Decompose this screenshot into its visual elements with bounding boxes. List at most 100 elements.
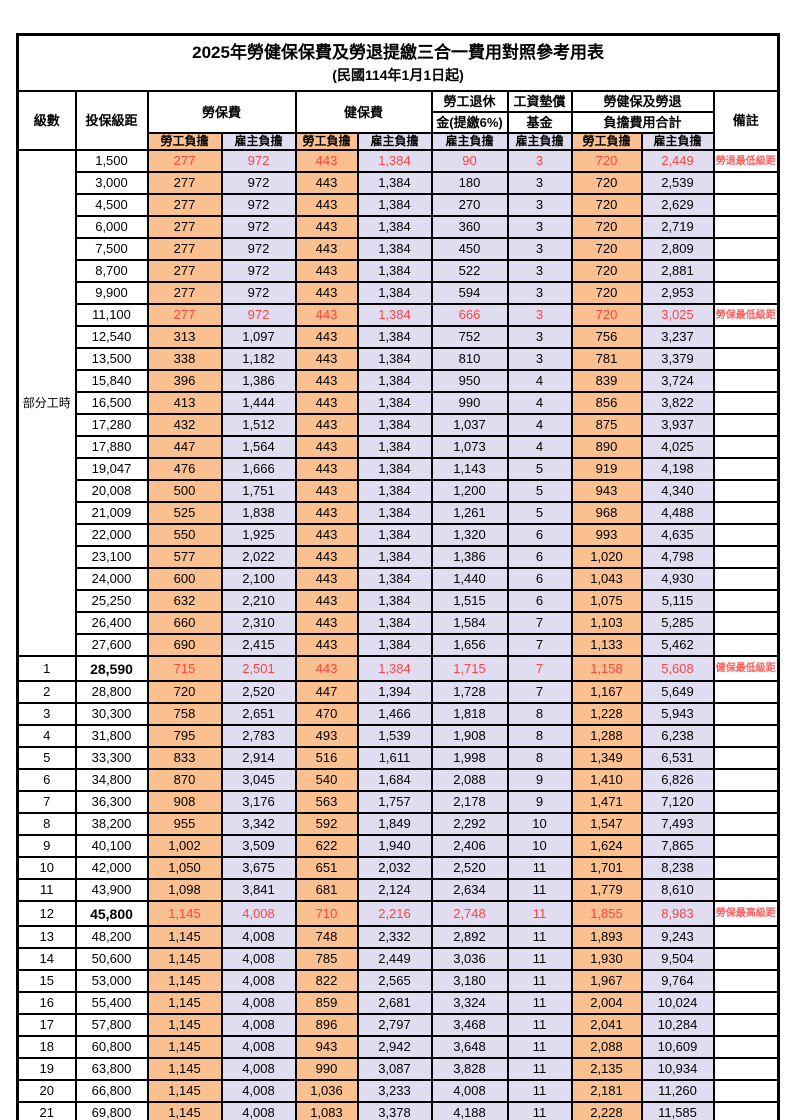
level-cell: 16 <box>16 991 77 1015</box>
table-row: 14 50,600 1,145 4,008 785 2,449 3,036 11 1,930 9,… <box>16 947 780 971</box>
value-cell: 1,288 <box>570 724 643 748</box>
value-cell: 1,701 <box>570 856 643 880</box>
bracket-cell: 26,400 <box>74 611 149 635</box>
value-cell: 577 <box>146 545 223 569</box>
table-row: 20,008 500 1,751 443 1,384 1,200 5 943 4,340 <box>18 479 780 503</box>
value-cell: 443 <box>294 259 359 283</box>
note-cell <box>712 237 780 261</box>
value-cell: 5 <box>506 501 573 525</box>
table-row: 17 57,800 1,145 4,008 896 2,797 3,468 11 2,041 10… <box>16 1013 780 1037</box>
bracket-cell: 34,800 <box>74 768 149 792</box>
value-cell: 1,656 <box>430 633 509 657</box>
value-cell: 1,037 <box>430 413 509 437</box>
value-cell: 1,728 <box>430 680 509 704</box>
value-cell: 3,468 <box>430 1013 509 1037</box>
value-cell: 270 <box>430 193 509 217</box>
value-cell: 1,384 <box>356 611 433 635</box>
col-header-total-line1: 勞健保及勞退 <box>570 90 715 113</box>
value-cell: 1,384 <box>356 633 433 657</box>
value-cell: 3 <box>506 193 573 217</box>
note-cell <box>712 1035 780 1059</box>
value-cell: 2,406 <box>430 834 509 858</box>
value-cell: 277 <box>146 259 223 283</box>
value-cell: 3 <box>506 259 573 283</box>
value-cell: 592 <box>294 812 359 836</box>
table-row: 9 40,100 1,002 3,509 622 1,940 2,406 10 1,624 7,8… <box>16 834 780 858</box>
value-cell: 1,145 <box>146 900 223 927</box>
value-cell: 277 <box>146 171 223 195</box>
value-cell: 4,008 <box>220 1057 297 1081</box>
value-cell: 710 <box>294 900 359 927</box>
note-cell <box>712 391 780 415</box>
value-cell: 338 <box>146 347 223 371</box>
value-cell: 2,942 <box>356 1035 433 1059</box>
value-cell: 990 <box>430 391 509 415</box>
value-cell: 3,237 <box>640 325 715 349</box>
value-cell: 1,384 <box>356 215 433 239</box>
bracket-cell: 69,800 <box>74 1101 149 1120</box>
col-header-pension-line1: 勞工退休 <box>430 90 509 113</box>
value-cell: 2,041 <box>570 1013 643 1037</box>
bracket-cell: 12,540 <box>74 325 149 349</box>
value-cell: 360 <box>430 215 509 239</box>
value-cell: 720 <box>570 259 643 283</box>
value-cell: 443 <box>294 413 359 437</box>
value-cell: 500 <box>146 479 223 503</box>
value-cell: 2,565 <box>356 969 433 993</box>
page-title: 2025年勞健保保費及勞退提繳三合一費用對照參考用表 <box>192 42 604 62</box>
bracket-cell: 57,800 <box>74 1013 149 1037</box>
value-cell: 443 <box>294 303 359 327</box>
value-cell: 1,097 <box>220 325 297 349</box>
value-cell: 943 <box>570 479 643 503</box>
value-cell: 1,779 <box>570 878 643 902</box>
note-cell <box>712 611 780 635</box>
level-cell: 12 <box>16 900 77 927</box>
value-cell: 11 <box>506 856 573 880</box>
value-cell: 4,008 <box>220 1079 297 1103</box>
bracket-cell: 20,008 <box>74 479 149 503</box>
value-cell: 2,501 <box>220 655 297 682</box>
value-cell: 1,145 <box>146 1057 223 1081</box>
value-cell: 2,629 <box>640 193 715 217</box>
table-row: 7 36,300 908 3,176 563 1,757 2,178 9 1,471 7,120 <box>16 790 780 814</box>
value-cell: 3,087 <box>356 1057 433 1081</box>
bracket-cell: 4,500 <box>74 193 149 217</box>
value-cell: 896 <box>294 1013 359 1037</box>
value-cell: 1,386 <box>220 369 297 393</box>
bracket-cell: 63,800 <box>74 1057 149 1081</box>
value-cell: 8,238 <box>640 856 715 880</box>
value-cell: 1,838 <box>220 501 297 525</box>
value-cell: 2,719 <box>640 215 715 239</box>
value-cell: 443 <box>294 171 359 195</box>
subheader-health-employer: 雇主負擔 <box>356 132 433 151</box>
value-cell: 3,045 <box>220 768 297 792</box>
table-row: 27,600 690 2,415 443 1,384 1,656 7 1,133 5,462 <box>18 633 780 657</box>
value-cell: 2,292 <box>430 812 509 836</box>
col-header-wage-fund-line2: 基金 <box>506 111 573 134</box>
value-cell: 8 <box>506 724 573 748</box>
value-cell: 2,634 <box>430 878 509 902</box>
value-cell: 443 <box>294 325 359 349</box>
value-cell: 2,088 <box>570 1035 643 1059</box>
value-cell: 1,384 <box>356 567 433 591</box>
value-cell: 1,036 <box>294 1079 359 1103</box>
value-cell: 443 <box>294 545 359 569</box>
value-cell: 3,025 <box>640 303 715 327</box>
value-cell: 1,624 <box>570 834 643 858</box>
note-cell <box>712 347 780 371</box>
note-cell <box>712 633 780 657</box>
table-row: 8,700 277 972 443 1,384 522 3 720 2,881 <box>18 259 780 283</box>
value-cell: 516 <box>294 746 359 770</box>
value-cell: 1,611 <box>356 746 433 770</box>
value-cell: 1,384 <box>356 655 433 682</box>
value-cell: 5,943 <box>640 702 715 726</box>
bracket-cell: 17,280 <box>74 413 149 437</box>
bracket-cell: 15,840 <box>74 369 149 393</box>
value-cell: 660 <box>146 611 223 635</box>
value-cell: 5 <box>506 457 573 481</box>
col-header-total-line2: 負擔費用合計 <box>570 111 715 134</box>
value-cell: 715 <box>146 655 223 682</box>
value-cell: 2,178 <box>430 790 509 814</box>
value-cell: 11 <box>506 925 573 949</box>
value-cell: 6,531 <box>640 746 715 770</box>
